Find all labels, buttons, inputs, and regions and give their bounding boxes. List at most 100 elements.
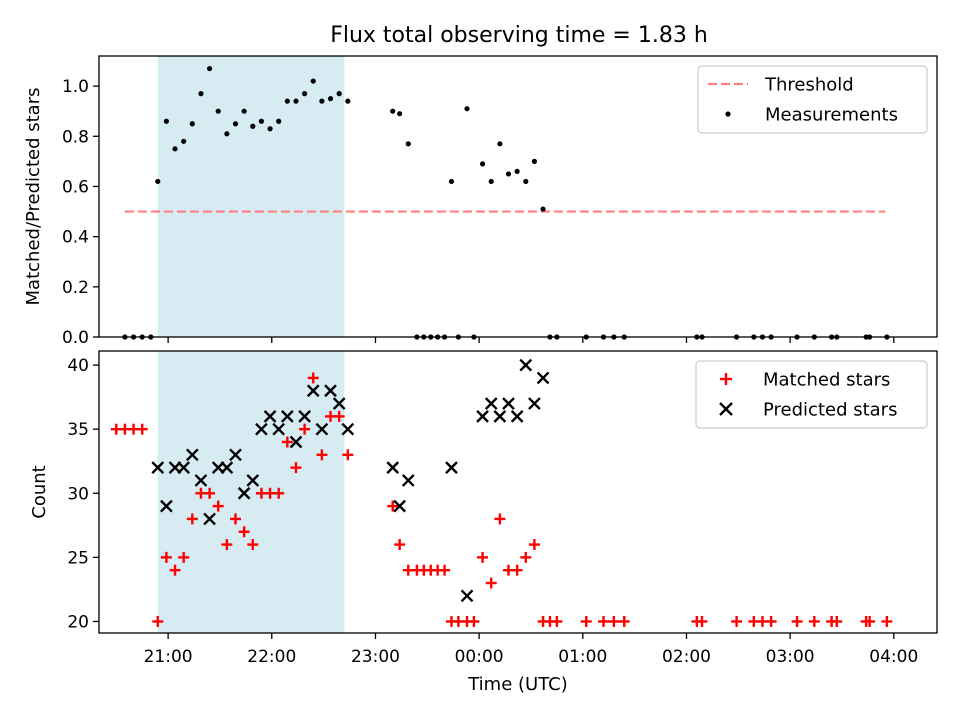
measurement-point — [172, 146, 178, 152]
y-tick-label: 25 — [67, 548, 89, 568]
matched-point — [468, 615, 480, 627]
measurement-point — [267, 126, 273, 132]
predicted-point — [237, 486, 251, 500]
predicted-points — [151, 358, 550, 603]
matched-point — [229, 513, 241, 525]
x-tick-label: 04:00 — [869, 647, 918, 667]
bottom-legend-box — [695, 360, 928, 429]
matched-point — [494, 513, 506, 525]
matched-legend-marker — [720, 373, 732, 385]
predicted-point — [502, 397, 515, 410]
x-tick-label: 02:00 — [662, 647, 711, 667]
predicted-point — [460, 589, 474, 603]
matched-legend-label: Matched stars — [763, 370, 890, 391]
predicted-point — [324, 384, 337, 398]
x-axis-label: Time (UTC) — [467, 674, 568, 695]
matched-point — [387, 500, 399, 512]
measurement-point — [302, 91, 308, 97]
matched-point — [520, 551, 532, 563]
x-tick-label: 22:00 — [247, 647, 296, 667]
predicted-point — [229, 448, 242, 462]
matched-point — [316, 449, 328, 461]
predicted-point — [298, 410, 311, 423]
matched-point — [864, 615, 876, 627]
matched-point — [608, 615, 620, 627]
matched-point — [281, 436, 293, 448]
measurement-point — [448, 178, 455, 185]
measurement-point — [232, 121, 239, 127]
top-legend: Threshold Measurements — [697, 65, 928, 134]
x-tick-label: 23:00 — [351, 647, 400, 667]
bottom-y-axis-label: Count — [29, 465, 50, 518]
matched-point — [178, 551, 190, 563]
matched-point — [186, 513, 198, 525]
matched-point — [221, 539, 233, 551]
matched-point — [212, 500, 224, 512]
measurement-point — [258, 118, 265, 124]
matched-point — [238, 526, 250, 538]
predicted-point — [445, 461, 458, 474]
bottom-legend: Matched stars Predicted stars — [695, 360, 928, 429]
predicted-point — [341, 422, 355, 436]
y-tick-label: 0.0 — [62, 328, 89, 348]
predicted-point — [280, 410, 294, 423]
predicted-point — [536, 371, 550, 385]
measurement-point — [345, 98, 351, 104]
measurements-legend-label: Measurements — [765, 105, 898, 126]
measurement-point — [224, 131, 230, 137]
matched-point — [342, 449, 354, 461]
x-tick-label: 21:00 — [144, 647, 193, 667]
bottom-y-ticks: 20 25 30 35 40 — [67, 356, 99, 632]
predicted-point — [315, 422, 329, 436]
measurement-point — [479, 161, 486, 167]
matched-point — [485, 577, 497, 589]
measurement-point — [163, 118, 169, 124]
measurement-point — [405, 141, 411, 147]
measurement-point — [464, 106, 470, 112]
measurement-point — [390, 108, 396, 114]
matched-point — [765, 615, 777, 627]
top-y-ticks: 0.0 0.2 0.4 0.6 0.8 1.0 — [62, 77, 99, 348]
bottom-highlight-span — [157, 351, 345, 633]
measurement-point — [215, 108, 221, 114]
matched-point — [598, 615, 610, 627]
matched-point — [511, 564, 523, 576]
matched-point — [136, 423, 148, 435]
predicted-point — [393, 499, 406, 513]
matched-point — [290, 462, 302, 474]
predicted-point — [484, 397, 498, 410]
measurement-point — [284, 98, 290, 104]
predicted-point — [272, 422, 286, 436]
top-y-axis-label: Matched/Predicted stars — [23, 88, 44, 306]
y-tick-label: 30 — [67, 484, 89, 504]
measurement-point — [488, 178, 494, 185]
predicted-point — [306, 384, 320, 398]
measurement-point — [250, 123, 256, 129]
y-tick-label: 0.4 — [62, 228, 89, 248]
predicted-point — [255, 422, 268, 436]
y-tick-label: 1.0 — [62, 77, 89, 97]
measurement-point — [336, 91, 342, 97]
matched-point — [831, 615, 843, 627]
predicted-point — [220, 461, 234, 474]
matched-point — [791, 615, 803, 627]
predicted-point — [289, 435, 303, 449]
measurement-point — [497, 141, 503, 147]
x-tick-label: 03:00 — [766, 647, 815, 667]
matched-point — [307, 372, 319, 384]
predicted-point — [246, 474, 260, 487]
matched-point — [618, 615, 630, 627]
y-tick-label: 0.2 — [62, 278, 89, 298]
measurement-point — [319, 98, 325, 104]
matched-point — [580, 615, 592, 627]
matched-point — [204, 487, 216, 499]
matched-point — [731, 615, 743, 627]
matched-point — [528, 539, 540, 551]
measurement-point — [310, 78, 316, 84]
measurements-legend-marker — [725, 111, 731, 117]
top-x-ticks — [167, 337, 895, 343]
top-points — [122, 65, 890, 340]
predicted-point — [493, 410, 507, 423]
bottom-panel: 20 25 30 35 40 21:00 22:00 23:00 00:00 01:00 02:0… — [29, 350, 938, 695]
matched-point — [439, 564, 451, 576]
